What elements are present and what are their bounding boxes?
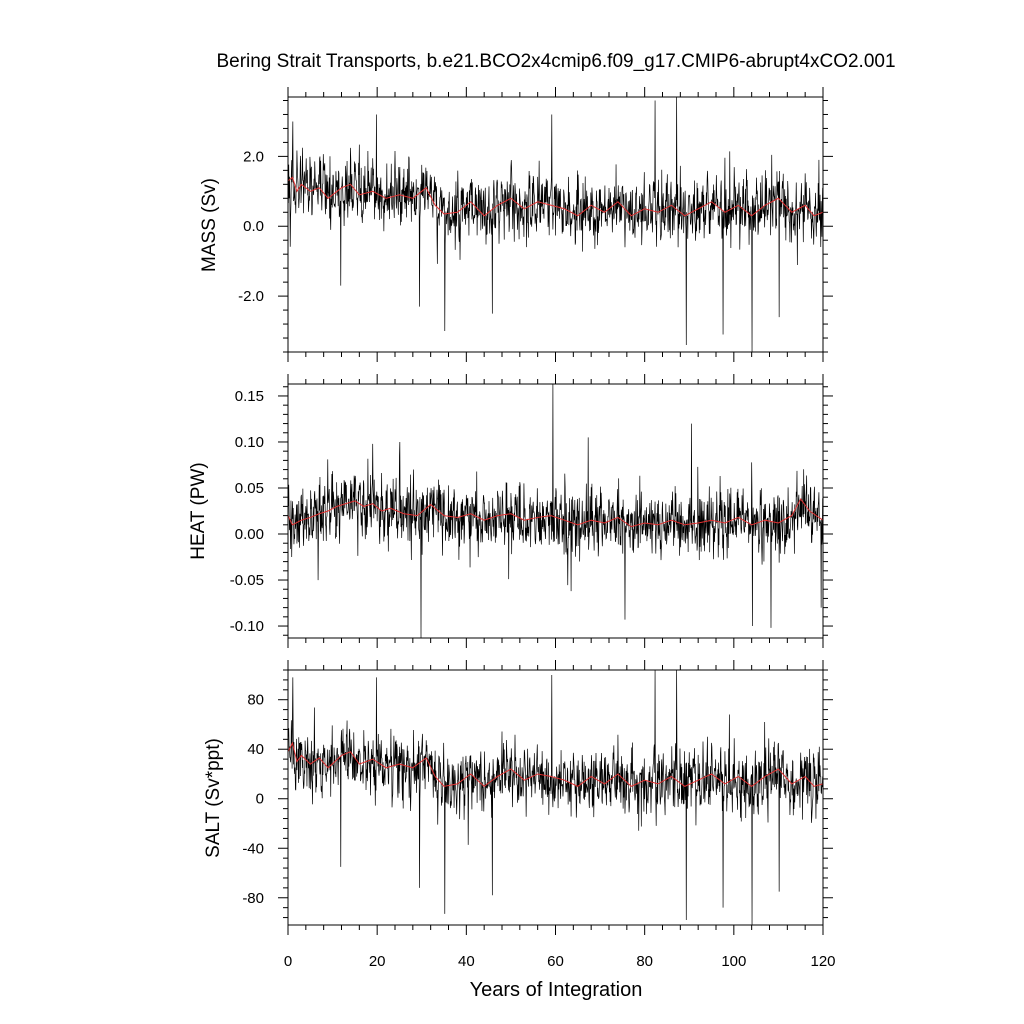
x-tick-label: 60 [547,953,564,970]
panel-heat: HEAT (PW) 0.15 0.10 0.05 0.00 -0.05 -0.10 [188,374,833,648]
panel-salt-ylabel: SALT (Sv*ppt) [203,738,224,858]
x-tick-label: 0 [284,953,292,970]
panel-mass-ylabel: MASS (Sv) [199,178,220,272]
x-tick-label: 40 [458,953,475,970]
panel-salt-y-tick-label: -40 [242,840,264,857]
panel-heat-annual-mean-line [288,498,823,528]
panel-heat-monthly-line [288,384,823,638]
panel-salt-y-tick-label: -80 [242,890,264,907]
panel-heat-y-tick-label: -0.05 [230,572,264,589]
panel-mass-monthly-line [288,97,823,352]
x-axis-label: Years of Integration [470,979,643,1001]
panel-salt-y-tick-label: 0 [256,791,264,808]
panel-heat-y-tick-label: 0.10 [235,434,264,451]
panel-mass-y-tick-label: -2.0 [238,288,264,305]
x-tick-label: 20 [369,953,386,970]
panel-heat-y-tick-label: 0.15 [235,388,264,405]
panel-mass-y-tick-label: 0.0 [243,218,264,235]
chart-title: Bering Strait Transports, b.e21.BCO2x4cm… [216,51,895,72]
x-tick-label: 80 [636,953,653,970]
panel-salt-annual-mean-line [288,741,823,788]
panel-heat-y-tick-label: 0.05 [235,480,264,497]
panel-heat-y-tick-label: -0.10 [230,618,264,635]
panel-mass-annual-mean-line [288,176,823,217]
panel-mass: MASS (Sv) 2.0 0.0 -2.0 [199,87,833,362]
panel-salt-y-tick-label: 80 [247,692,264,709]
panel-mass-y-tick-label: 2.0 [243,148,264,165]
panel-salt: SALT (Sv*ppt) 80 40 0 -40 -80 [203,660,833,935]
panel-salt-y-tick-label: 40 [247,741,264,758]
panel-heat-ylabel: HEAT (PW) [188,462,209,559]
panel-heat-y-tick-label: 0.00 [235,526,264,543]
x-tick-labels: 0 20 40 60 80 100 120 [284,953,836,970]
x-tick-label: 120 [810,953,835,970]
panel-salt-monthly-line [288,670,823,925]
x-tick-label: 100 [721,953,746,970]
